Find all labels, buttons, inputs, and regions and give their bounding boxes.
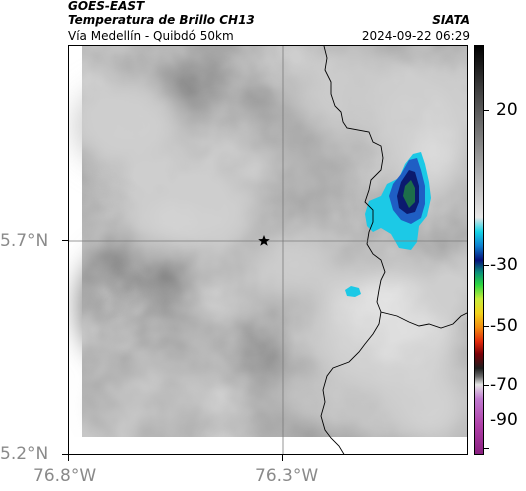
colorbar-tick-m30: [484, 265, 489, 266]
colorbar-tick-m90: [484, 448, 489, 449]
product-title: Temperatura de Brillo CH13: [68, 13, 255, 27]
lon-tick-76-8: [68, 455, 69, 461]
lat-tick-5-2: [62, 454, 68, 455]
cold-cloud-core: [403, 180, 415, 208]
department-border-branch: [380, 311, 467, 329]
lon-label-76-8: 76.8°W: [33, 466, 97, 486]
colorbar-tick-m70: [484, 385, 489, 386]
satellite-map[interactable]: [68, 45, 468, 455]
colorbar: [474, 45, 484, 455]
no-data-strip: [69, 437, 467, 454]
organization-label: SIATA: [432, 13, 470, 27]
satellite-title: GOES-EAST: [68, 0, 145, 13]
region-subtitle: Vía Medellín - Quibdó 50km: [68, 29, 234, 43]
colorbar-tick-m50: [484, 326, 489, 327]
cold-cloud-cluster: [345, 152, 431, 297]
lon-tick-76-3: [282, 455, 283, 461]
colorbar-label-m90: -90: [490, 410, 518, 430]
star-icon[interactable]: [258, 235, 270, 246]
colorbar-label-m70: -70: [490, 375, 518, 395]
colorbar-label-20: 20: [496, 100, 518, 120]
map-canvas: [69, 46, 467, 454]
lat-label-5-2: 5.2°N: [0, 444, 49, 464]
colorbar-tick-20: [484, 110, 489, 111]
cold-cloud-blob: [345, 286, 361, 297]
timestamp-label: 2024-09-22 06:29: [361, 29, 470, 43]
department-border: [320, 46, 386, 454]
lat-label-5-7: 5.7°N: [0, 231, 49, 251]
colorbar-label-m50: -50: [490, 316, 518, 336]
lat-tick-5-7: [62, 240, 68, 241]
colorbar-label-m30: -30: [490, 255, 518, 275]
lon-label-76-3: 76.3°W: [255, 466, 319, 486]
